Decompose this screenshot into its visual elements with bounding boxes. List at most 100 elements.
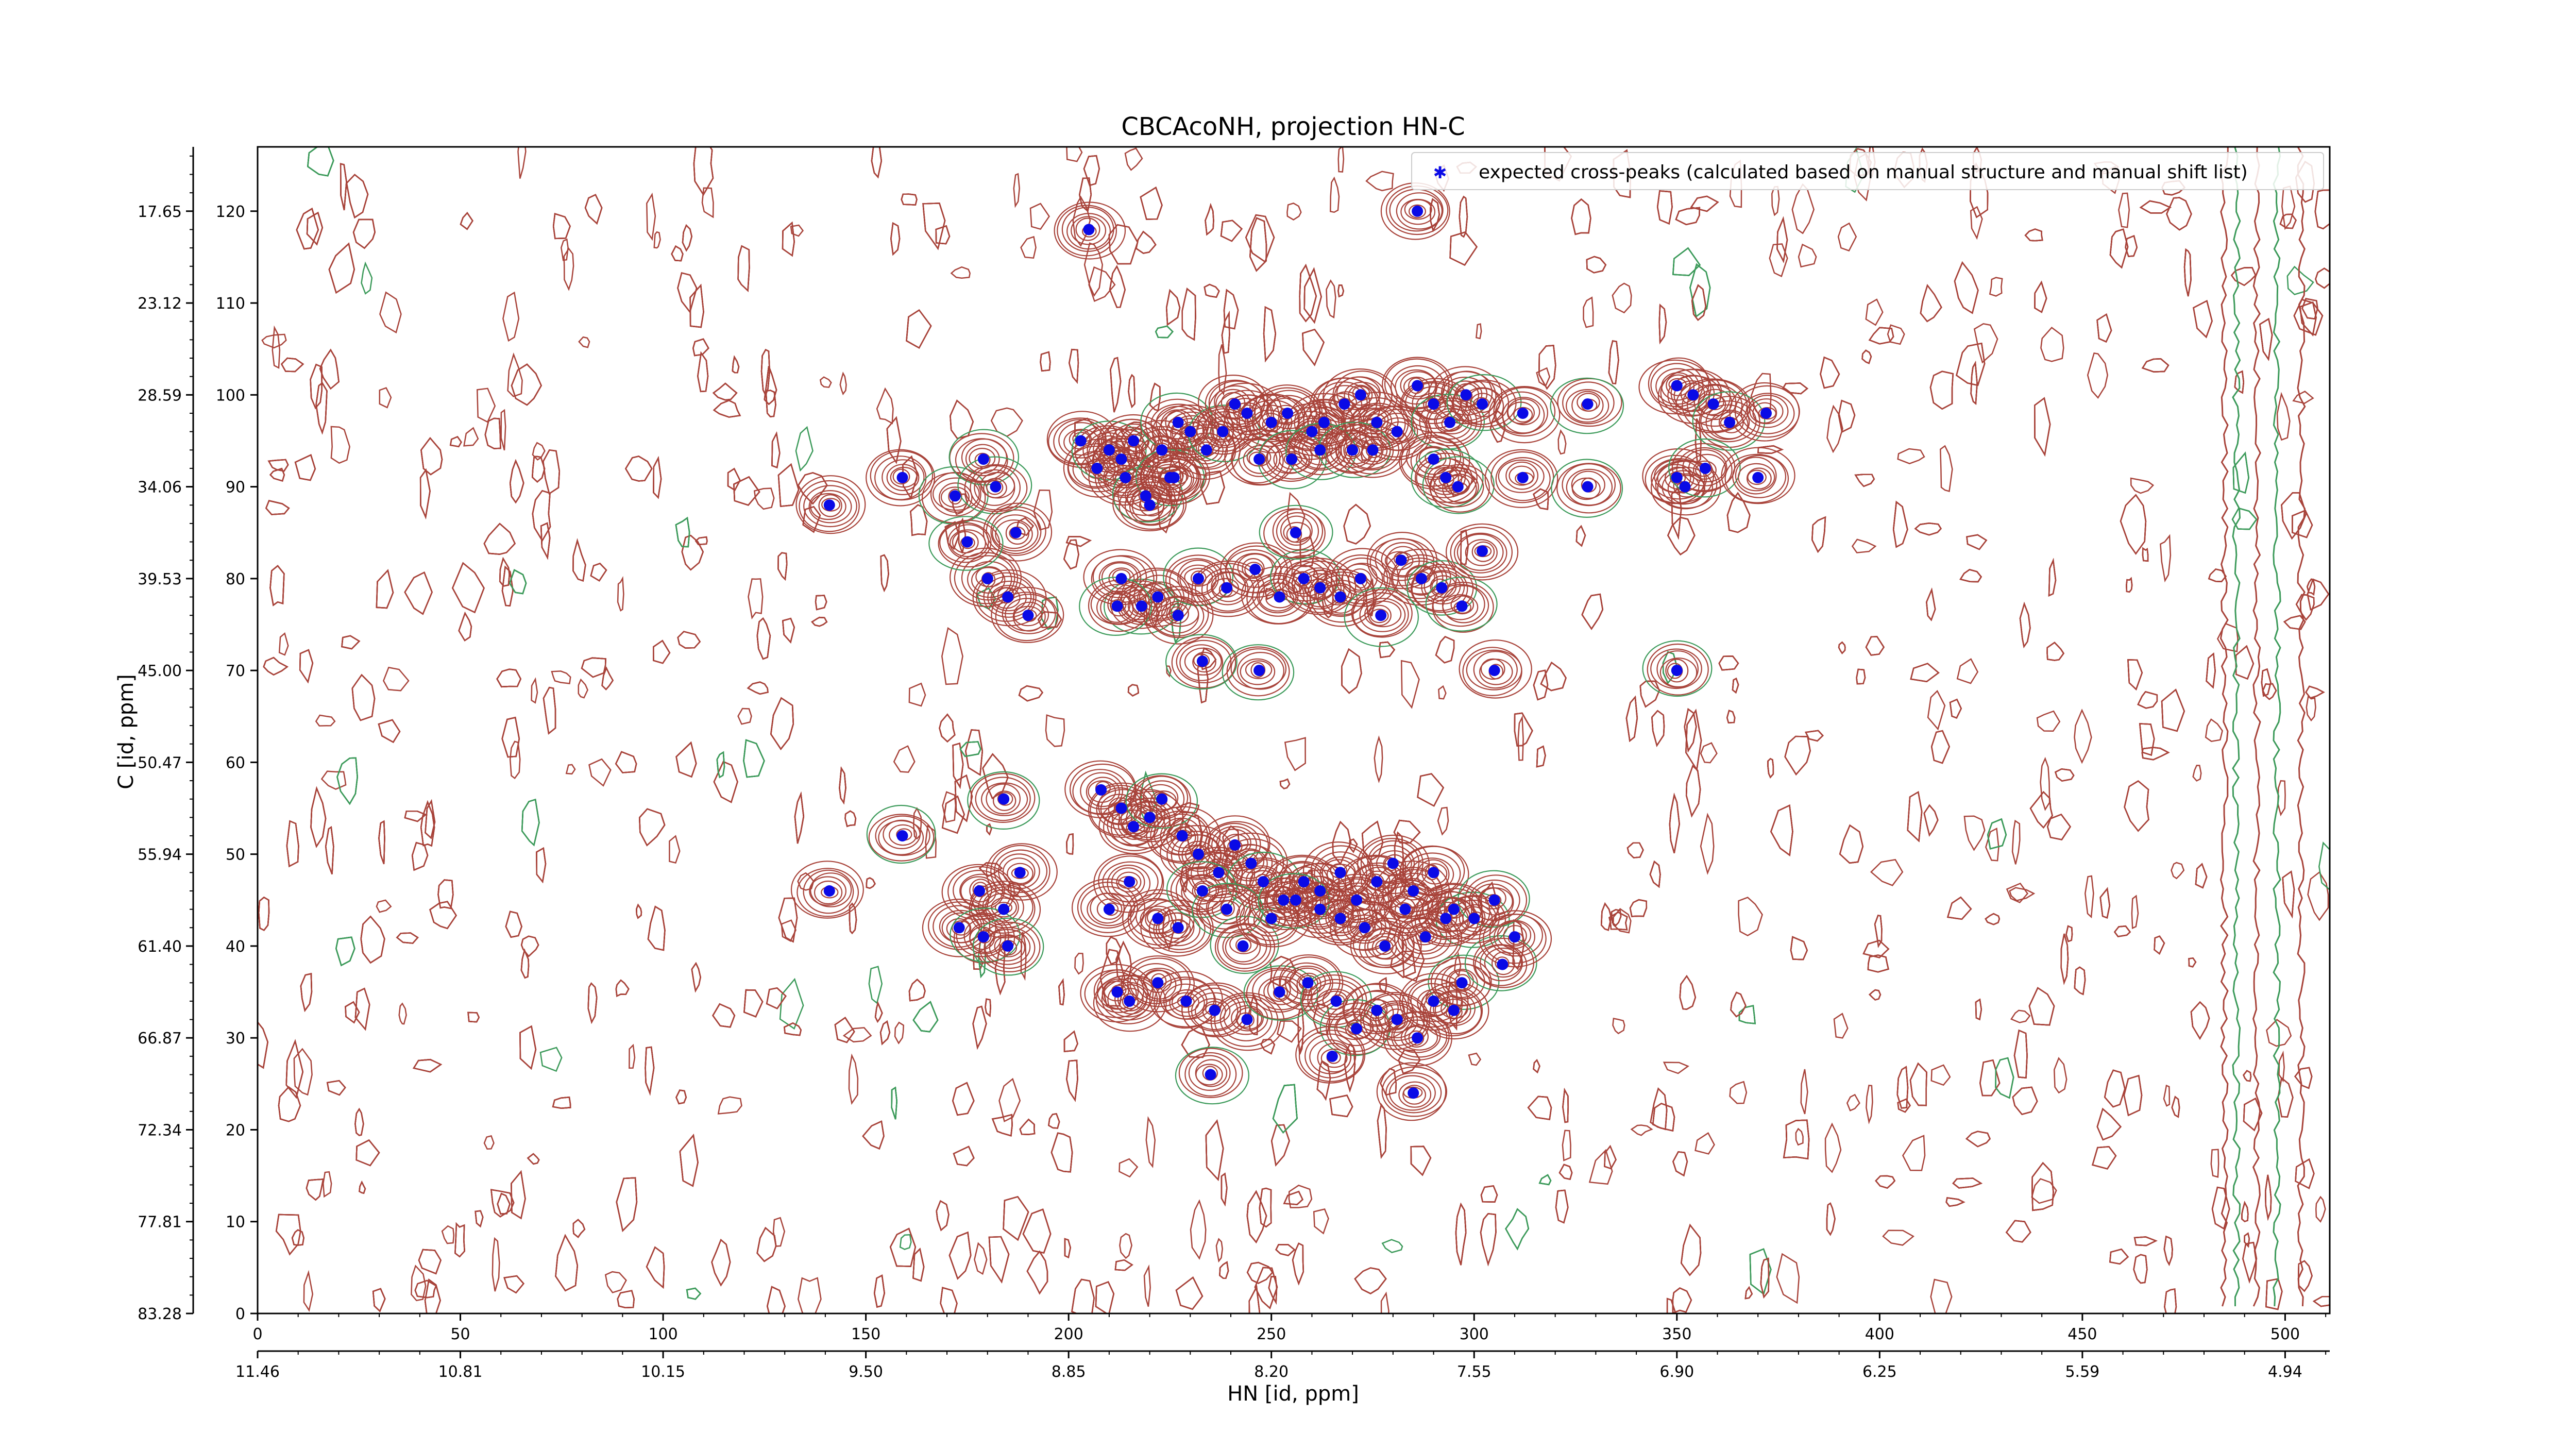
x-axis: 0 50 100 150 200 250 300 350 400 450 500 (252, 1313, 2327, 1343)
contour-peak-ring (1749, 398, 1784, 425)
contour-noise (1625, 695, 1638, 743)
contour-noise (1400, 660, 1420, 709)
contour-peak-ring (1298, 975, 1318, 991)
contour-peak-ring (1367, 933, 1404, 960)
peak-point (1428, 453, 1439, 465)
contour-noise (511, 363, 543, 406)
peak-point (1253, 665, 1265, 677)
contour-noise (2171, 1096, 2180, 1118)
contour-peak-ring (1385, 421, 1413, 443)
peak-point (1408, 1087, 1419, 1099)
contour-peak-ring (1327, 878, 1384, 923)
contour-noise (1380, 1291, 1389, 1313)
contour-noise (1533, 1059, 1540, 1074)
contour-peak-ring (1100, 418, 1163, 467)
contour-noise (404, 810, 427, 822)
contour-peak-ring (1668, 438, 1741, 498)
contour-peak-ring (1513, 407, 1533, 423)
peak-point (1408, 885, 1419, 897)
contour-peak-ring (1058, 422, 1105, 459)
contour-peak-ring (1007, 863, 1033, 885)
contour-noise (2243, 1070, 2252, 1082)
contour-peak-ring (1254, 387, 1320, 439)
contour-peak-ring (1009, 526, 1026, 540)
contour-noise (429, 901, 457, 930)
contour-peak-ring (990, 845, 1050, 898)
peak-point (949, 490, 961, 502)
contour-peak-ring (992, 790, 1016, 811)
peak-point (1497, 958, 1509, 970)
contour-peak-ring (1352, 592, 1409, 637)
contour-noise (1669, 793, 1680, 854)
contour-noise (532, 456, 546, 483)
contour-peak-ring (1400, 435, 1464, 487)
contour-peak-ring (1498, 459, 1545, 493)
contour-peak-ring (1236, 1012, 1255, 1028)
contour-peak-ring (1673, 475, 1700, 498)
contour-peak-ring (1453, 532, 1507, 574)
contour-ridge (2219, 147, 2229, 1307)
contour-noise (2295, 1158, 2315, 1189)
contour-peak-ring (1005, 598, 1049, 632)
peak-point (1354, 572, 1366, 584)
contour-noise (1940, 445, 1953, 492)
contour-peak-ring (1169, 989, 1205, 1017)
contour-noise (771, 431, 781, 468)
contour-noise (629, 1043, 636, 1069)
contour-noise (834, 1017, 855, 1043)
contour-peak-ring (1175, 1047, 1249, 1105)
peak-point (896, 471, 908, 483)
contour-noise (798, 1277, 822, 1313)
contour-noise (1612, 1017, 1625, 1035)
contour-peak-ring (1103, 446, 1138, 474)
contour-noise (1732, 678, 1739, 694)
contour-noise (269, 565, 285, 606)
contour-peak-ring (927, 901, 991, 950)
contour-noise (941, 627, 963, 685)
contour-noise (1626, 842, 1644, 858)
contour-peak-ring (982, 889, 1024, 926)
contour-peak-ring (1682, 449, 1727, 486)
peak-point (1456, 977, 1468, 989)
contour-noise (572, 1219, 586, 1238)
contour-noise (2006, 882, 2029, 903)
contour-noise (1204, 283, 1220, 298)
contour-peak-ring (1153, 908, 1206, 950)
contour-noise (1136, 230, 1157, 254)
contour-noise (952, 1082, 975, 1116)
contour-peak-ring (1464, 874, 1528, 926)
contour-noise (1165, 289, 1181, 326)
contour-noise (552, 1096, 571, 1109)
contour-peak-ring (1375, 861, 1450, 919)
contour-ridge (2297, 147, 2306, 1307)
contour-noise (886, 416, 902, 464)
peak-point (1456, 600, 1468, 612)
peak-point (1124, 876, 1136, 888)
contour-peak-ring (1210, 992, 1285, 1051)
contour-noise (1410, 1145, 1432, 1176)
contour-noise (552, 213, 571, 240)
contour-noise (2265, 1174, 2272, 1221)
contour-peak-ring (1375, 939, 1394, 955)
contour-noise (2031, 1161, 2054, 1211)
contour-noise (942, 791, 957, 823)
contour-noise (889, 1227, 917, 1267)
contour-noise (1297, 1007, 1304, 1055)
contour-peak-ring (1235, 1007, 1263, 1030)
contour-peak-ring (808, 490, 852, 524)
contour-noise (1979, 1059, 2001, 1097)
contour-peak-ring (1142, 970, 1177, 1000)
contour-peak-ring (1400, 198, 1436, 225)
contour-noise (280, 357, 304, 373)
contour-peak-ring (1434, 996, 1471, 1024)
peak-point (1334, 913, 1346, 924)
contour-noise (1833, 1013, 1849, 1039)
contour-peak-ring (1129, 569, 1190, 621)
contour-noise (458, 612, 472, 642)
peak-point (1428, 867, 1439, 879)
contour-noise (891, 1086, 897, 1120)
contour-peak-ring (1086, 777, 1120, 807)
contour-noise (2294, 1067, 2313, 1089)
contour-noise (693, 147, 714, 196)
